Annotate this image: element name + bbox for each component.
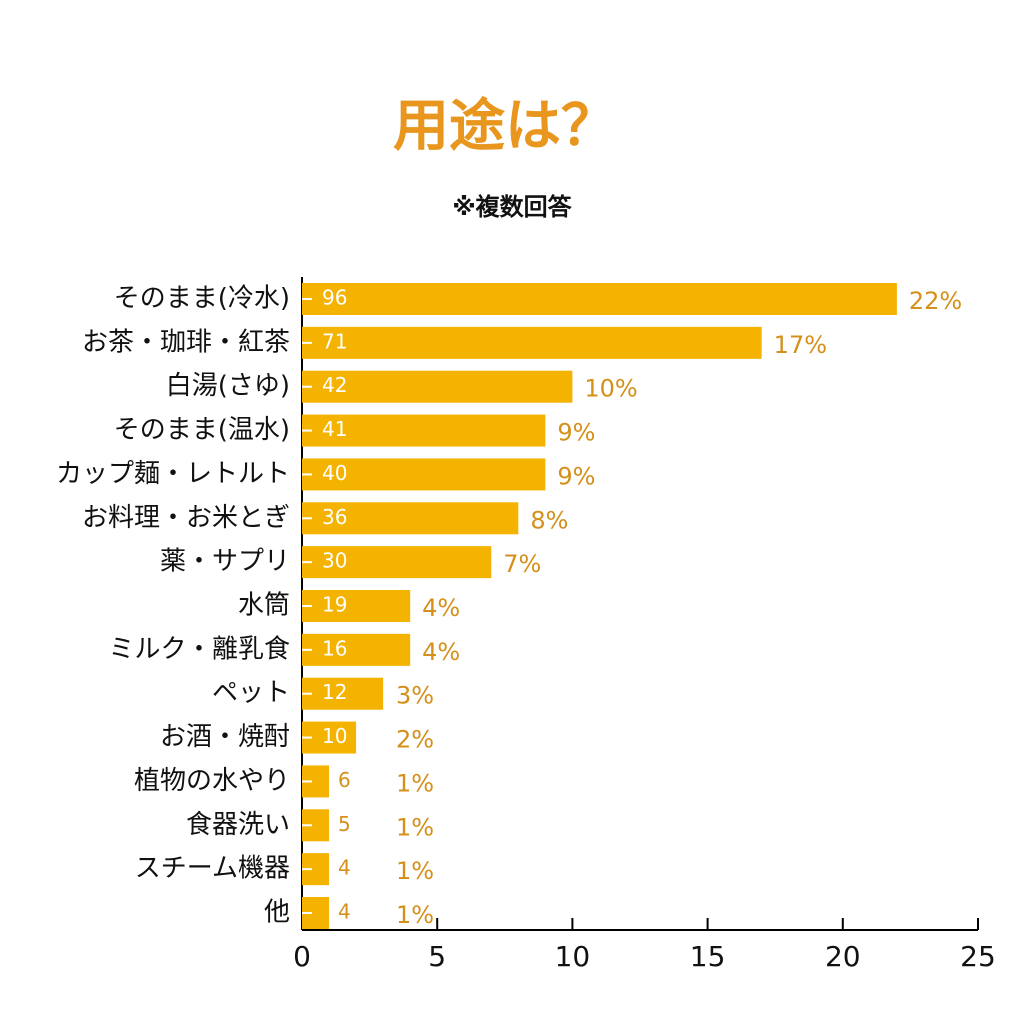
value-label: 22% (909, 287, 962, 315)
count-label: 12 (322, 680, 347, 704)
x-tick-label: 25 (960, 940, 996, 973)
y-tick-label: お酒・焼酎 (160, 722, 290, 752)
x-tick-label: 15 (690, 940, 726, 973)
y-tick-label: そのまま(温水) (114, 415, 290, 445)
y-tick-label: スチーム機器 (135, 854, 290, 884)
count-label: 40 (322, 461, 347, 485)
y-tick-label: ペット (212, 678, 290, 708)
count-label: 41 (322, 417, 347, 441)
bar (302, 633, 411, 666)
value-label: 10% (584, 375, 637, 403)
value-label: 9% (557, 419, 595, 447)
count-label: 4 (338, 856, 351, 880)
x-tick-label: 5 (428, 940, 446, 973)
bar (302, 502, 519, 535)
y-tick-label: 白湯(さゆ) (166, 371, 290, 401)
y-tick-label: 植物の水やり (134, 766, 290, 796)
y-tick-label: お茶・珈琲・紅茶 (82, 327, 290, 357)
value-label: 1% (396, 813, 434, 841)
value-label: 2% (396, 726, 434, 754)
bar (302, 370, 573, 403)
count-label: 16 (322, 636, 347, 660)
count-label: 4 (338, 900, 351, 924)
count-label: 36 (322, 505, 347, 529)
bar (302, 283, 897, 315)
bar (302, 590, 411, 622)
x-tick-label: 0 (293, 940, 311, 973)
count-label: 5 (338, 812, 351, 836)
value-label: 3% (396, 682, 434, 710)
count-label: 19 (322, 593, 347, 617)
count-label: 30 (322, 549, 347, 573)
value-label: 1% (396, 901, 434, 929)
y-tick-label: そのまま(冷水) (114, 284, 290, 314)
value-label: 8% (530, 506, 568, 534)
y-tick-label: 食器洗い (186, 810, 290, 840)
y-tick-label: ミルク・離乳食 (109, 634, 290, 664)
count-label: 42 (322, 373, 347, 397)
bar (302, 677, 384, 710)
y-tick-label: カップ麺・レトルト (56, 459, 290, 489)
count-label: 71 (322, 329, 347, 353)
value-label: 1% (396, 769, 434, 797)
y-tick-label: 薬・サプリ (160, 547, 290, 577)
y-tick-label: 水筒 (238, 591, 290, 621)
bar (302, 326, 762, 359)
x-tick-label: 20 (825, 940, 861, 973)
count-label: 6 (338, 768, 351, 792)
count-label: 96 (322, 286, 347, 310)
y-tick-label: お料理・お米とぎ (82, 503, 290, 533)
x-tick-label: 10 (555, 940, 591, 973)
bar (302, 414, 546, 447)
value-label: 1% (396, 857, 434, 885)
value-label: 9% (557, 462, 595, 490)
count-label: 10 (322, 724, 347, 748)
value-label: 4% (422, 594, 460, 622)
bar (302, 458, 546, 491)
value-label: 4% (422, 638, 460, 666)
chart-subtitle: ※複数回答 (452, 193, 572, 221)
value-label: 7% (503, 550, 541, 578)
chart-title: 用途は？ (393, 94, 617, 159)
y-tick-label: 他 (264, 898, 290, 928)
bar (302, 546, 492, 579)
value-label: 17% (774, 331, 827, 359)
